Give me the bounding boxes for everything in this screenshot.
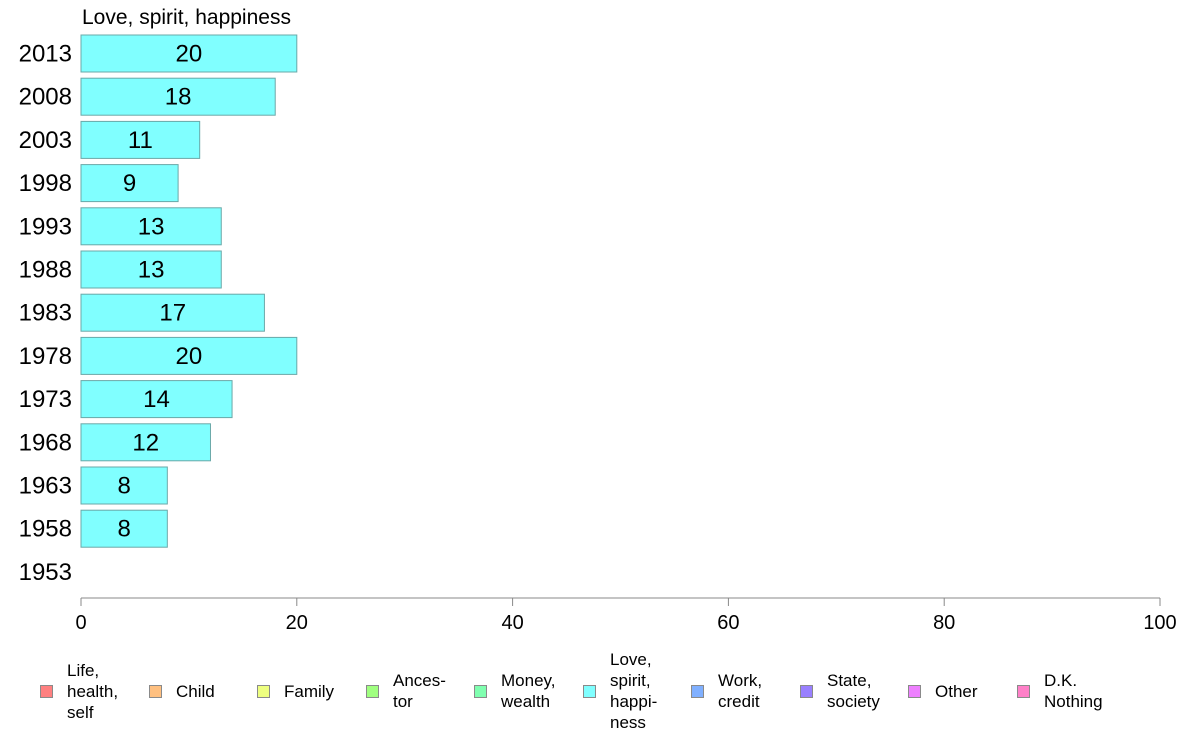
bar: [80, 423, 211, 462]
legend-swatch: [40, 684, 53, 698]
bar: [80, 293, 265, 332]
data-label: 18: [165, 84, 192, 111]
x-tick-label: 80: [933, 612, 955, 634]
bar: [80, 336, 298, 375]
x-tick-label: 20: [286, 612, 308, 634]
data-label: 8: [117, 516, 130, 543]
y-tick-label: 1968: [19, 429, 72, 456]
legend-label: Life, health, self: [67, 660, 119, 722]
legend-label: D.K. Nothing: [1044, 671, 1103, 711]
legend-label: Love, spirit, happi- ness: [610, 650, 658, 732]
data-label: 17: [159, 300, 186, 327]
legend-swatch: [366, 684, 379, 698]
y-tick-label: 1998: [19, 170, 72, 197]
legend-swatch: [800, 684, 813, 698]
bar: [80, 120, 201, 159]
bar: [80, 164, 179, 203]
bar: [80, 380, 233, 419]
bar: [80, 509, 168, 548]
legend-label: Ances- tor: [393, 671, 446, 711]
y-tick-label: 1983: [19, 300, 72, 327]
bar: [80, 77, 276, 116]
legend-item: Child: [149, 646, 215, 736]
legend-item: Money, wealth: [474, 646, 556, 736]
legend-swatch: [908, 684, 921, 698]
bar: [80, 466, 168, 505]
legend-item: D.K. Nothing: [1017, 646, 1103, 736]
legend-swatch: [1017, 684, 1030, 698]
legend-label: State, society: [827, 671, 880, 711]
y-tick-label: 1993: [19, 213, 72, 240]
legend-label: Other: [935, 681, 978, 701]
legend-swatch: [691, 684, 704, 698]
data-label: 14: [143, 386, 170, 413]
data-label: 12: [132, 429, 159, 456]
y-tick-label: 2008: [19, 84, 72, 111]
legend-swatch: [149, 684, 162, 698]
legend-swatch: [257, 684, 270, 698]
legend: Life, health, self Child Family Ances- tor M…: [0, 646, 1188, 736]
legend-item: Work, credit: [691, 646, 762, 736]
chart-title: Love, spirit, happiness: [82, 6, 291, 29]
bar: [80, 250, 222, 289]
bar: [80, 34, 298, 73]
legend-label: Child: [176, 681, 215, 701]
legend-swatch: [474, 684, 487, 698]
legend-label: Money, wealth: [501, 671, 556, 711]
legend-item: Family: [257, 646, 334, 736]
legend-label: Family: [284, 681, 335, 701]
data-label: 9: [123, 170, 136, 197]
bar: [80, 207, 222, 246]
x-tick-label: 0: [75, 612, 86, 634]
y-tick-label: 1988: [19, 257, 72, 284]
y-tick-label: 2013: [19, 41, 72, 68]
y-tick-label: 1978: [19, 343, 72, 370]
y-tick-label: 1973: [19, 386, 72, 413]
y-tick-label: 1963: [19, 473, 72, 500]
legend-swatch: [583, 684, 596, 698]
data-label: 11: [128, 127, 153, 154]
legend-item: Other: [908, 646, 978, 736]
data-label: 13: [138, 213, 165, 240]
y-tick-label: 2003: [19, 127, 72, 154]
x-tick-label: 100: [1143, 612, 1176, 634]
data-label: 8: [117, 473, 130, 500]
data-label: 20: [176, 41, 203, 68]
data-label: 20: [176, 343, 203, 370]
legend-label: Work, credit: [718, 671, 763, 711]
x-tick-label: 40: [501, 612, 523, 634]
legend-item: Ances- tor: [366, 646, 446, 736]
data-label: 13: [138, 257, 165, 284]
y-tick-label: 1958: [19, 516, 72, 543]
y-tick-label: 1953: [19, 559, 72, 586]
legend-item: State, society: [800, 646, 880, 736]
x-tick-label: 60: [717, 612, 739, 634]
legend-item: Love, spirit, happi- ness: [583, 646, 657, 736]
legend-item: Life, health, self: [40, 646, 118, 736]
